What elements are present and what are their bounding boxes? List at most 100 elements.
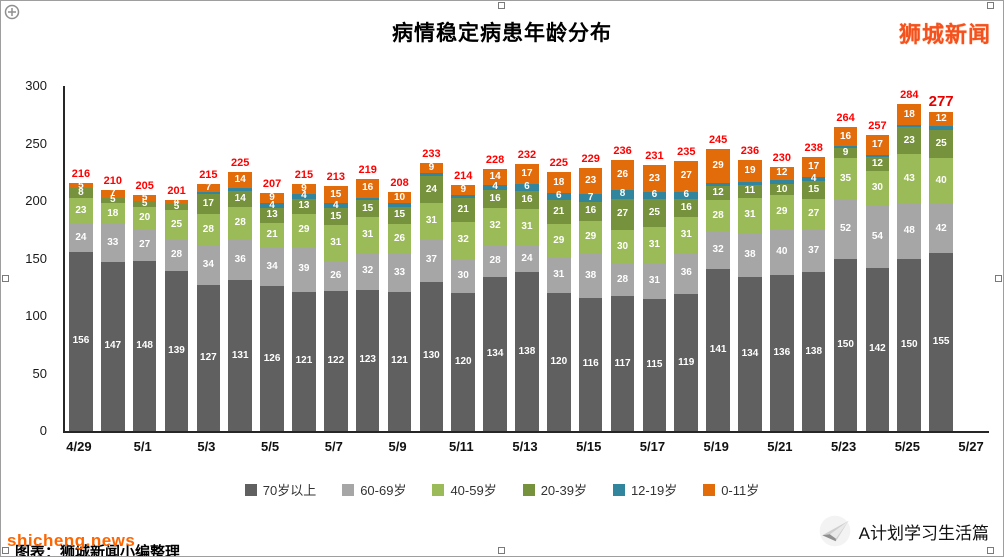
bar-segment[interactable]: 142	[865, 267, 890, 431]
bar-5/15[interactable]: 116 38 29 16 7 23 229	[575, 86, 607, 431]
bar-segment[interactable]: 21	[547, 199, 571, 225]
bar-4/30[interactable]: 147 33 18 5 7 210	[97, 86, 129, 431]
anchor-move-icon[interactable]	[4, 4, 20, 20]
bar-segment[interactable]: 5	[101, 195, 125, 205]
bar-segment[interactable]: 31	[515, 209, 539, 245]
bar-segment[interactable]: 11	[738, 184, 762, 198]
bar-segment[interactable]: 23	[642, 165, 667, 192]
bar-segment[interactable]: 30	[451, 258, 476, 293]
bar-5/19[interactable]: 141 32 28 12 29 245	[702, 86, 734, 431]
bar-segment[interactable]	[738, 181, 762, 185]
selection-handle-top-right[interactable]	[987, 2, 994, 9]
bar-segment[interactable]: 12	[770, 166, 794, 181]
bar-segment[interactable]: 30	[610, 229, 635, 265]
bar-segment[interactable]: 148	[132, 260, 157, 431]
bar-segment[interactable]: 12	[865, 157, 890, 172]
bar-segment[interactable]: 9	[292, 183, 316, 195]
bar-segment[interactable]: 5	[164, 202, 189, 212]
bar-segment[interactable]: 31	[642, 227, 667, 264]
bar-segment[interactable]: 9	[260, 193, 284, 204]
bar-segment[interactable]: 4	[324, 201, 348, 210]
bar-segment[interactable]: 8	[69, 187, 93, 198]
bar-segment[interactable]: 38	[738, 233, 762, 277]
bar-segment[interactable]: 18	[101, 203, 125, 225]
bar-5/5[interactable]: 126 34 21 13 4 9 207	[256, 86, 288, 431]
bar-segment[interactable]: 42	[929, 204, 953, 253]
bar-segment[interactable]: 31	[738, 197, 762, 234]
bar-5/23[interactable]: 150 52 35 9 16 264	[830, 86, 862, 431]
bar-segment[interactable]: 156	[69, 251, 93, 431]
bar-segment[interactable]: 16	[833, 127, 858, 146]
bar-segment[interactable]: 27	[132, 229, 157, 261]
bar-segment[interactable]: 31	[547, 257, 571, 293]
bar-segment[interactable]: 139	[164, 271, 189, 431]
bar-segment[interactable]: 115	[642, 298, 667, 431]
bar-segment[interactable]: 21	[451, 197, 476, 222]
bar-segment[interactable]	[833, 145, 858, 149]
bar-segment[interactable]: 39	[292, 247, 316, 292]
bar-segment[interactable]: 4	[164, 197, 189, 206]
bar-segment[interactable]: 36	[674, 252, 699, 295]
bar-segment[interactable]: 10	[387, 191, 412, 204]
bar-segment[interactable]: 4	[801, 174, 826, 183]
bar-segment[interactable]	[897, 125, 922, 128]
bar-segment[interactable]	[706, 182, 730, 187]
bar-segment[interactable]	[770, 180, 794, 184]
bar-segment[interactable]: 36	[228, 238, 252, 281]
bar-5/24[interactable]: 142 54 30 12 17 257	[861, 86, 893, 431]
bar-segment[interactable]: 28	[228, 206, 252, 239]
bar-segment[interactable]: 131	[228, 280, 252, 431]
bar-segment[interactable]: 21	[260, 222, 284, 248]
bar-segment[interactable]	[419, 173, 444, 176]
bar-segment[interactable]: 121	[292, 291, 316, 431]
bar-segment[interactable]: 32	[355, 252, 380, 290]
bar-segment[interactable]	[387, 203, 412, 207]
bar-segment[interactable]: 33	[387, 253, 412, 292]
bar-5/12[interactable]: 134 28 32 16 4 14 228	[479, 86, 511, 431]
bar-segment[interactable]: 24	[69, 224, 93, 252]
bar-segment[interactable]: 119	[674, 294, 699, 431]
bar-segment[interactable]: 127	[196, 284, 221, 431]
legend-item-70岁以上[interactable]: 70岁以上	[244, 480, 316, 499]
bar-segment[interactable]: 23	[897, 127, 922, 154]
bar-segment[interactable]: 35	[833, 158, 858, 199]
bar-segment[interactable]: 121	[387, 291, 412, 431]
bar-segment[interactable]: 24	[419, 175, 444, 204]
bar-segment[interactable]: 31	[419, 203, 444, 239]
bar-segment[interactable]: 134	[483, 276, 507, 431]
bar-segment[interactable]: 15	[355, 199, 380, 218]
bar-segment[interactable]: 116	[578, 297, 603, 431]
bar-segment[interactable]: 18	[547, 172, 571, 193]
bar-segment[interactable]	[228, 188, 252, 191]
bar-segment[interactable]: 9	[451, 184, 476, 196]
legend-item-12-19岁[interactable]: 12-19岁	[612, 480, 677, 499]
bar-segment[interactable]: 15	[387, 206, 412, 225]
bar-segment[interactable]: 28	[196, 213, 221, 246]
bar-segment[interactable]: 38	[578, 253, 603, 298]
bar-segment[interactable]: 6	[674, 190, 699, 200]
bar-segment[interactable]: 48	[897, 203, 922, 259]
legend-item-20-39岁[interactable]: 20-39岁	[522, 480, 587, 499]
bar-segment[interactable]: 32	[483, 207, 507, 245]
bar-segment[interactable]: 120	[547, 293, 571, 431]
bar-5/2[interactable]: 139 28 25 5 4 201	[161, 86, 193, 431]
bar-segment[interactable]: 32	[451, 221, 476, 259]
bar-segment[interactable]: 6	[642, 190, 667, 200]
bar-5/14[interactable]: 120 31 29 21 6 18 225	[543, 86, 575, 431]
legend-item-40-59岁[interactable]: 40-59岁	[432, 480, 497, 499]
bar-segment[interactable]: 54	[865, 205, 890, 268]
bar-segment[interactable]: 17	[196, 194, 221, 214]
bar-5/8[interactable]: 123 32 31 15 16 219	[352, 86, 384, 431]
bar-segment[interactable]: 25	[164, 210, 189, 239]
bar-segment[interactable]: 17	[515, 164, 539, 184]
bar-segment[interactable]: 31	[355, 217, 380, 253]
bar-5/1[interactable]: 148 27 20 5 5 205	[129, 86, 161, 431]
bar-segment[interactable]: 16	[674, 198, 699, 218]
bar-segment[interactable]: 20	[132, 206, 157, 230]
bar-segment[interactable]: 9	[833, 148, 858, 159]
bar-segment[interactable]: 37	[419, 238, 444, 282]
bar-segment[interactable]: 117	[610, 296, 635, 431]
bar-5/16[interactable]: 117 28 30 27 8 26 236	[607, 86, 639, 431]
bar-segment[interactable]: 14	[483, 168, 507, 185]
bar-segment[interactable]: 26	[324, 260, 348, 291]
